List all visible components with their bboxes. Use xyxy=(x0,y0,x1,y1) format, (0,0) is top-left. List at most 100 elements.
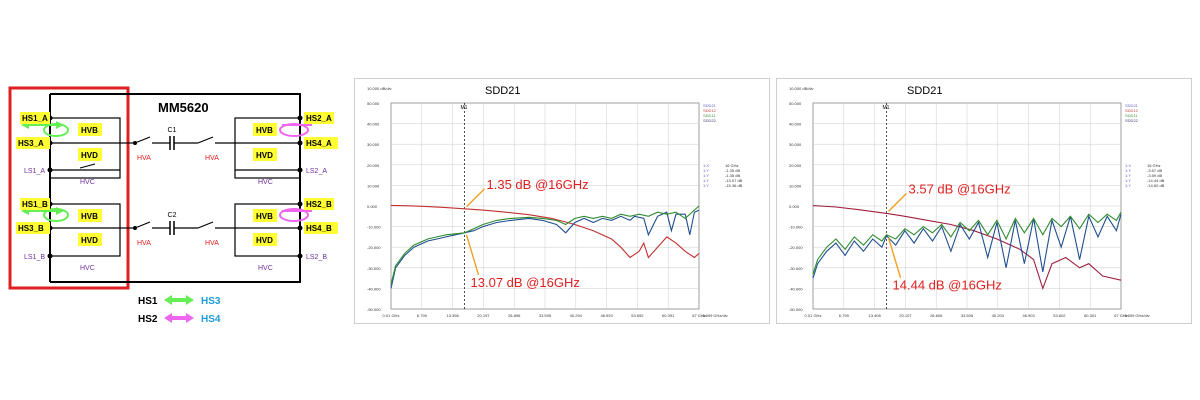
legend-hs4: HS4 xyxy=(201,314,221,325)
port-hs3a: HS3_A xyxy=(18,139,44,148)
y-tick-label: -50.000 xyxy=(367,307,381,312)
hvd-switch-box-4 xyxy=(253,233,277,246)
x-tick-label: 20.197 xyxy=(477,313,490,318)
c1-label: C1 xyxy=(168,127,177,134)
port-ls2b: LS2_B xyxy=(306,254,327,261)
series-line-2 xyxy=(390,209,700,289)
legend-hs2: HS2 xyxy=(138,314,158,325)
x-tick-label: 26.896 xyxy=(508,313,521,318)
readout-value: -15.36 dB xyxy=(725,183,743,188)
port-hs2b: HS2_B xyxy=(306,200,332,209)
y-tick-label: 0.000 xyxy=(789,204,800,209)
y-tick-label: -40.000 xyxy=(789,286,803,291)
readout-key: 1:X xyxy=(703,163,709,168)
hvd-label-4: HVD xyxy=(256,236,273,245)
scale-label: 10.000 dB/div xyxy=(367,86,391,91)
annotation-text: 3.57 dB @16GHz xyxy=(909,181,1011,196)
y-tick-label: 0.000 xyxy=(367,204,378,209)
readout-value: -13.07 dB xyxy=(725,178,743,183)
series-line-1 xyxy=(390,204,700,259)
x-tick-label: 40.294 xyxy=(570,313,583,318)
hvb-switch-box-4 xyxy=(253,209,277,222)
hvd-label-2: HVD xyxy=(81,236,98,245)
y-tick-label: -50.000 xyxy=(789,307,803,312)
legend-entry: SDD11 xyxy=(703,113,716,118)
legend-hs1: HS1 xyxy=(138,296,158,307)
y-tick-label: 30.000 xyxy=(367,142,380,147)
hvc-label-2: HVC xyxy=(80,265,95,272)
annotation-text: 14.44 dB @16GHz xyxy=(893,278,1002,293)
readout-key: 1:Y xyxy=(703,178,709,183)
hvb-switch-box-3 xyxy=(253,123,277,136)
y-tick-label: -10.000 xyxy=(789,225,803,230)
legend-entry: SDD22 xyxy=(703,118,717,123)
x-tick-label: 67 GHz xyxy=(692,313,706,318)
c2-label: C2 xyxy=(168,212,177,219)
readout-key: 1:Y xyxy=(703,173,709,178)
right-bottom-switch-group: HVB HVD HVC HS2_B HS4_B LS2_B xyxy=(234,198,338,272)
hvc-label: HVC xyxy=(80,179,95,186)
port-hs4a: HS4_A xyxy=(306,139,332,148)
x-tick-label: 46.993 xyxy=(600,313,613,318)
sdd21-chart-1: SDD21 10.000 dB/div 50.000 40.000 30.000 20.0… xyxy=(367,85,743,318)
x-scale-label: 6.699 GHz/div xyxy=(1124,313,1149,318)
hvd-label: HVD xyxy=(81,151,98,160)
readout-value: -3.57 dB xyxy=(1147,168,1162,173)
annotation-arrow-2 xyxy=(887,237,902,278)
port-ls1b: LS1_B xyxy=(24,254,45,261)
hvb-label-3: HVB xyxy=(256,126,273,135)
readout-key: 1:Y xyxy=(1125,173,1131,178)
y-tick-label: 30.000 xyxy=(789,142,802,147)
readout-value: 16 GHz xyxy=(1147,163,1161,168)
y-tick-label: 10.000 xyxy=(367,183,380,188)
readout-key: 1:Y xyxy=(703,183,709,188)
y-tick-label: 40.000 xyxy=(367,122,380,127)
x-tick-label: 13.398 xyxy=(446,313,459,318)
readout-value: -14.44 dB xyxy=(1147,178,1165,183)
hva-label-3: HVA xyxy=(137,240,151,247)
readout-key: 1:Y xyxy=(703,168,709,173)
readout-value: -1.35 dB xyxy=(725,173,740,178)
chart-title: SDD21 xyxy=(485,85,520,97)
readout-value: -14.60 dB xyxy=(1147,183,1165,188)
hvd-label-3: HVD xyxy=(256,151,273,160)
marker-label: M1 xyxy=(461,105,468,111)
chip-name: MM5620 xyxy=(158,100,209,115)
x-tick-label: 53.692 xyxy=(631,313,644,318)
legend-entry: SDD11 xyxy=(1125,113,1138,118)
y-tick-label: 10.000 xyxy=(789,183,802,188)
sdd21-chart-2: SDD21 10.000 dB/div 50.000 40.000 30.000 20.0… xyxy=(789,85,1165,318)
series-path-a: HVA C1 HVA xyxy=(120,127,235,162)
y-tick-label: -20.000 xyxy=(367,245,381,250)
readout-value: 16 GHz xyxy=(725,163,739,168)
x-tick-label: 53.602 xyxy=(1053,313,1066,318)
port-hs4b: HS4_B xyxy=(306,224,332,233)
legend-entry: SDD21 xyxy=(703,103,717,108)
scale-label: 10.000 dB/div xyxy=(789,86,813,91)
series-line-3 xyxy=(390,205,700,285)
annotation-arrow-1 xyxy=(888,192,908,212)
x-tick-label: 67 GHz xyxy=(1114,313,1128,318)
chart-title: SDD21 xyxy=(907,85,942,97)
x-tick-label: 0.01 GHz xyxy=(805,313,822,318)
chip-frame xyxy=(50,93,301,283)
hvb-switch-box-2 xyxy=(78,209,102,222)
chart-panel-1: SDD21 10.000 dB/div 50.000 40.000 30.000 20.0… xyxy=(354,78,770,324)
hva-label-4: HVA xyxy=(205,240,219,247)
right-top-switch-group: HVB HVD HVC HS2_A HS4_A LS2_A xyxy=(234,112,338,186)
y-tick-label: -20.000 xyxy=(789,245,803,250)
hvb-label-4: HVB xyxy=(256,212,273,221)
y-tick-label: -30.000 xyxy=(789,266,803,271)
y-tick-label: 40.000 xyxy=(789,122,802,127)
port-hs1b: HS1_B xyxy=(22,200,48,209)
readout-key: 1:Y xyxy=(1125,183,1131,188)
legend-entry: SDD22 xyxy=(1125,118,1139,123)
series-path-b: HVA C2 HVA xyxy=(120,212,235,247)
x-tick-label: 26.806 xyxy=(930,313,943,318)
path-legend: HS1 HS3 HS2 HS4 xyxy=(138,295,221,325)
port-hs1a: HS1_A xyxy=(22,114,48,123)
hvc-label-3: HVC xyxy=(258,179,273,186)
hvd-switch-box-2 xyxy=(78,233,102,246)
y-tick-label: 20.000 xyxy=(789,163,802,168)
legend-green-double-arrow xyxy=(164,295,194,305)
